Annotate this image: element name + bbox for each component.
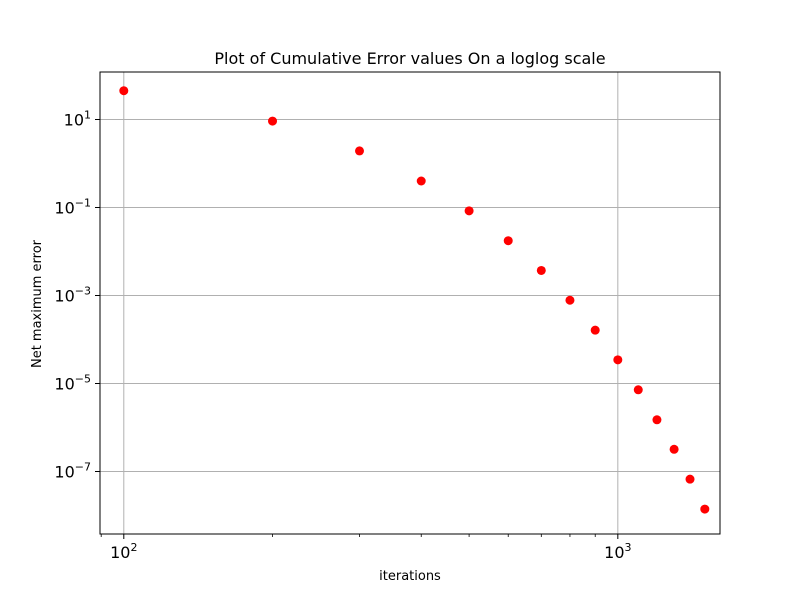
data-point [685,474,695,484]
data-point [633,385,643,395]
y-tick-label: 10−3 [54,284,91,305]
x-tick-label: 103 [604,541,631,562]
data-point [536,265,546,275]
data-point [119,86,129,96]
data-point [416,176,426,186]
data-point [669,444,679,454]
data-point [464,206,474,216]
y-tick-label: 10−7 [54,461,91,482]
data-point [613,355,623,365]
x-tick-label: 102 [110,541,137,562]
y-tick-label: 10−1 [54,196,91,217]
data-point [590,325,600,335]
data-point [503,236,513,246]
y-tick-label: 101 [64,108,91,129]
data-point [268,116,278,126]
x-axis-label: iterations [379,569,441,584]
chart-title: Plot of Cumulative Error values On a log… [214,49,605,68]
data-point [565,295,575,305]
y-axis-label: Net maximum error [30,239,45,368]
plot-frame [99,71,721,535]
y-tick-label: 10−5 [54,373,91,394]
data-point [355,146,365,156]
data-point [652,415,662,425]
data-point [700,504,710,514]
